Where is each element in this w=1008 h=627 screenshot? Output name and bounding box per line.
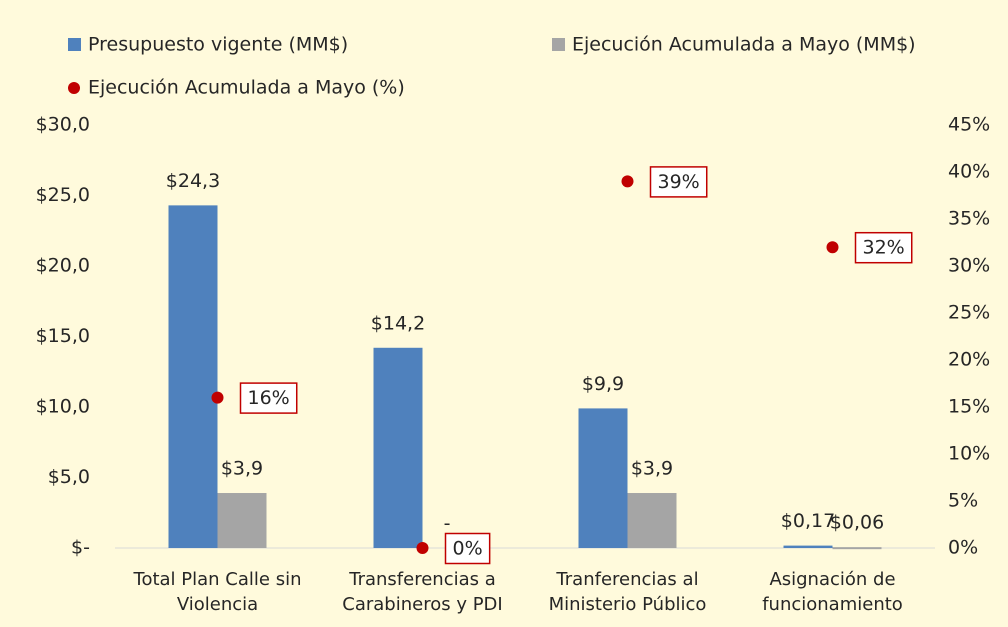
percent-marker	[211, 391, 224, 404]
percent-label: 16%	[248, 387, 290, 409]
bar-label: $9,9	[582, 373, 624, 395]
y-tick-label: $-	[71, 537, 90, 559]
y-tick-label: $25,0	[36, 184, 90, 206]
bar	[217, 493, 267, 548]
bar-label: $3,9	[221, 458, 263, 480]
y2-tick-label: 30%	[948, 255, 990, 277]
x-tick-label: Tranferencias al Ministerio Público	[548, 569, 707, 615]
y-tick-label: $10,0	[36, 396, 90, 418]
legend-swatch	[68, 38, 81, 51]
legend-label: Presupuesto vigente (MM$)	[88, 34, 348, 56]
legend-swatch	[68, 82, 80, 94]
y2-tick-label: 45%	[948, 114, 990, 136]
bar-label: $0,17	[781, 510, 835, 532]
x-tick-label: Asignación de funcionamiento	[762, 569, 903, 615]
percent-label: 39%	[658, 171, 700, 193]
legend-label: Ejecución Acumulada a Mayo (%)	[88, 77, 405, 99]
legend-swatch	[552, 38, 565, 51]
bar	[832, 547, 882, 550]
bar-label: $3,9	[631, 458, 673, 480]
y-tick-label: $5,0	[48, 466, 90, 488]
bar	[627, 493, 677, 548]
y2-tick-label: 40%	[948, 161, 990, 183]
bar	[168, 205, 218, 548]
y-tick-label: $20,0	[36, 255, 90, 277]
x-tick-label: Total Plan Calle sin Violencia	[133, 569, 302, 615]
label-box	[649, 166, 708, 198]
y2-tick-label: 20%	[948, 349, 990, 371]
y2-tick-label: 5%	[948, 490, 978, 512]
y2-tick-label: 0%	[948, 537, 978, 559]
label-box	[239, 382, 298, 414]
y-tick-label: $30,0	[36, 114, 90, 136]
bar-label: $24,3	[166, 170, 220, 192]
percent-label: 32%	[863, 237, 905, 259]
y2-tick-label: 25%	[948, 302, 990, 324]
bar-label: -	[444, 513, 451, 535]
label-box	[854, 231, 913, 264]
label-box	[444, 532, 491, 565]
percent-label: 0%	[453, 538, 483, 560]
bar	[578, 408, 628, 548]
percent-marker	[416, 542, 429, 554]
bar	[783, 545, 833, 548]
y-tick-label: $15,0	[36, 325, 90, 347]
y2-tick-label: 35%	[948, 208, 990, 230]
y2-tick-label: 10%	[948, 443, 990, 465]
bar-label: $0,06	[830, 512, 884, 534]
bar	[373, 347, 423, 548]
legend-label: Ejecución Acumulada a Mayo (MM$)	[572, 34, 916, 56]
bar-label: $14,2	[371, 312, 425, 334]
percent-marker	[826, 241, 839, 254]
y2-tick-label: 15%	[948, 396, 990, 418]
x-tick-label: Transferencias a Carabineros y PDI	[342, 569, 503, 615]
percent-marker	[621, 175, 634, 188]
